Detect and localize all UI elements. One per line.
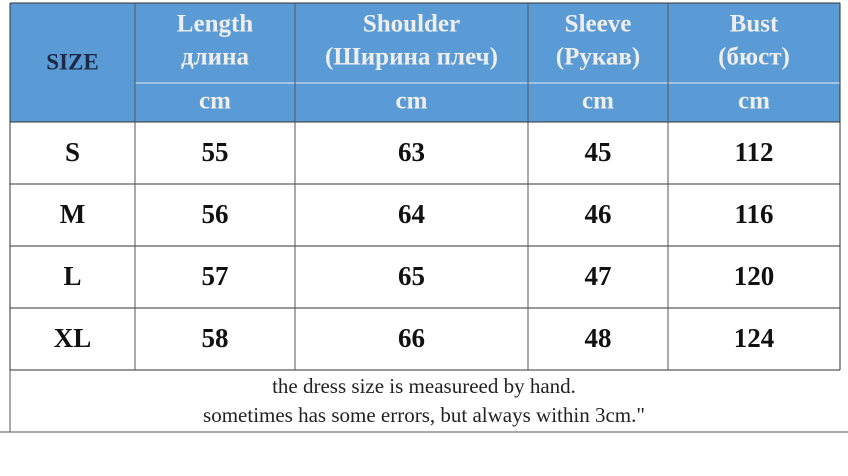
column-subtitle: (Рукав)	[556, 44, 640, 71]
value-cell: 57	[202, 261, 229, 291]
column-title: Sleeve	[565, 11, 632, 38]
column-unit: cm	[582, 88, 614, 115]
footer-note: the dress size is measureed by hand.	[272, 374, 576, 398]
value-cell: 48	[585, 323, 612, 353]
value-cell: 112	[734, 137, 773, 167]
header-background	[10, 3, 840, 122]
value-cell: 63	[398, 137, 425, 167]
column-unit: cm	[738, 88, 770, 115]
size-cell: S	[65, 137, 80, 167]
value-cell: 55	[202, 137, 229, 167]
size-cell: XL	[54, 323, 92, 353]
column-subtitle: (бюст)	[718, 44, 790, 71]
value-cell: 66	[398, 323, 425, 353]
value-cell: 58	[202, 323, 229, 353]
column-title: Shoulder	[363, 11, 460, 38]
column-unit: cm	[199, 88, 231, 115]
column-unit: cm	[396, 88, 428, 115]
value-cell: 124	[734, 323, 775, 353]
footer-note: sometimes has some errors, but always wi…	[203, 403, 645, 427]
column-subtitle: (Ширина плеч)	[325, 44, 498, 71]
size-cell: L	[63, 261, 81, 291]
size-label: SIZE	[46, 49, 98, 74]
size-cell: M	[60, 199, 85, 229]
column-title: Bust	[730, 11, 779, 38]
value-cell: 65	[398, 261, 425, 291]
value-cell: 120	[734, 261, 775, 291]
value-cell: 47	[585, 261, 612, 291]
column-title: Length	[177, 11, 254, 38]
value-cell: 45	[585, 137, 612, 167]
value-cell: 116	[734, 199, 773, 229]
value-cell: 46	[585, 199, 612, 229]
value-cell: 64	[398, 199, 425, 229]
column-subtitle: длина	[181, 44, 249, 71]
value-cell: 56	[202, 199, 229, 229]
